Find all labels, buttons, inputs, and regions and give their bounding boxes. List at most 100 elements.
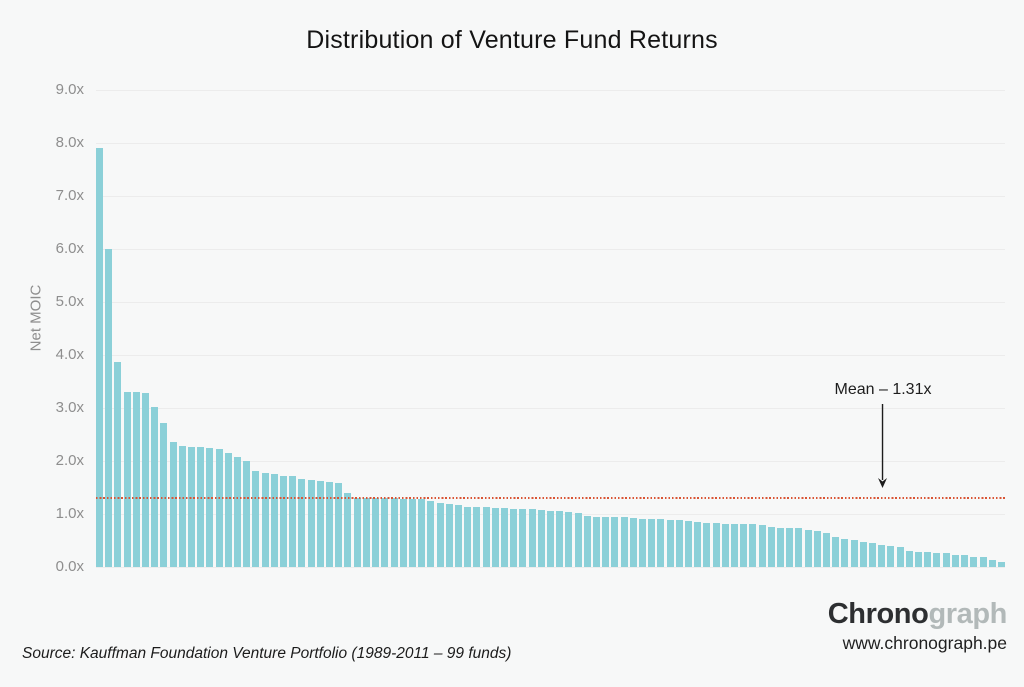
y-tick-label: 3.0x [55, 398, 84, 416]
brand-block: Chronograph www.chronograph.pe [827, 598, 1008, 654]
bar [105, 249, 113, 567]
bar [620, 517, 628, 567]
bar [362, 498, 370, 567]
bar [316, 481, 324, 567]
bar [638, 518, 646, 567]
bar [436, 502, 444, 567]
bar [408, 498, 416, 567]
bar [611, 517, 619, 567]
bar [740, 524, 748, 567]
chronograph-logo: Chronograph [827, 598, 1008, 630]
bar [878, 545, 886, 567]
source-note: Source: Kauffman Foundation Venture Port… [22, 645, 512, 662]
chart-title: Distribution of Venture Fund Returns [306, 26, 718, 54]
bar [675, 520, 683, 567]
bar [795, 528, 803, 567]
y-tick-label: 7.0x [55, 186, 84, 204]
mean-annotation-label: Mean – 1.31x [834, 381, 932, 398]
gridline [96, 407, 1005, 409]
bar [206, 447, 214, 567]
gridline [96, 196, 1005, 197]
gridline [96, 567, 1005, 568]
bar [970, 556, 978, 567]
bar [951, 554, 959, 567]
bar [491, 507, 499, 567]
bar [197, 447, 205, 567]
y-tick-label: 5.0x [55, 292, 84, 310]
bar [96, 148, 103, 567]
bar [326, 481, 334, 567]
gridline [96, 90, 1005, 91]
bar [289, 476, 297, 567]
bar [749, 524, 757, 567]
bar [942, 552, 950, 567]
bar [243, 461, 251, 567]
bar [381, 498, 389, 567]
bar [510, 508, 518, 567]
gridline [96, 248, 1005, 250]
bar [473, 507, 481, 567]
bar [685, 521, 692, 567]
bar [390, 498, 398, 567]
arrow-down-icon [878, 404, 888, 488]
bar [528, 509, 536, 567]
bar [519, 508, 527, 567]
bar [169, 441, 177, 567]
mean-reference-line [96, 496, 1005, 499]
bar [280, 475, 288, 567]
bar [602, 516, 610, 567]
gridline [96, 302, 1005, 303]
logo-text-light: graph [928, 598, 1007, 630]
bar [583, 516, 591, 567]
bar [556, 511, 564, 567]
gridline [96, 143, 1005, 144]
bar [188, 446, 196, 567]
gridline [96, 461, 1005, 462]
bar [270, 474, 278, 567]
bar [703, 523, 711, 567]
bar [353, 498, 361, 567]
bar [777, 527, 785, 567]
bar [666, 519, 674, 567]
bar [123, 392, 131, 567]
bar [979, 557, 987, 567]
bar [344, 492, 352, 567]
y-tick-label: 2.0x [55, 452, 84, 469]
gridline [96, 355, 1005, 356]
bar [234, 456, 242, 567]
bar [648, 519, 656, 567]
bar [850, 539, 858, 567]
bar [629, 517, 637, 567]
bar [454, 505, 462, 567]
bar [132, 392, 140, 567]
bar [224, 453, 232, 567]
bar [372, 498, 380, 567]
bar [252, 470, 260, 567]
bar [565, 512, 573, 567]
bar [574, 512, 582, 567]
bar [915, 551, 923, 567]
bar [592, 516, 600, 567]
brand-url: www.chronograph.pe [842, 633, 1007, 653]
bar [933, 552, 941, 567]
logo-text-dark: Chrono [827, 598, 929, 630]
bar [335, 482, 343, 567]
bar [896, 546, 904, 567]
bar [841, 538, 849, 567]
bar [767, 527, 775, 567]
bar [537, 509, 545, 567]
y-tick-label: 8.0x [55, 133, 84, 151]
bar [399, 498, 407, 567]
bar [151, 406, 159, 567]
y-tick-label: 4.0x [55, 346, 84, 363]
bar [464, 506, 472, 567]
bar-series [96, 90, 1005, 567]
bar [418, 499, 426, 567]
bar [298, 479, 306, 567]
bar [178, 446, 186, 567]
bar [657, 519, 665, 567]
bar [887, 545, 895, 567]
y-tick-label: 6.0x [55, 239, 84, 257]
bar [546, 510, 554, 567]
bar [215, 449, 223, 567]
